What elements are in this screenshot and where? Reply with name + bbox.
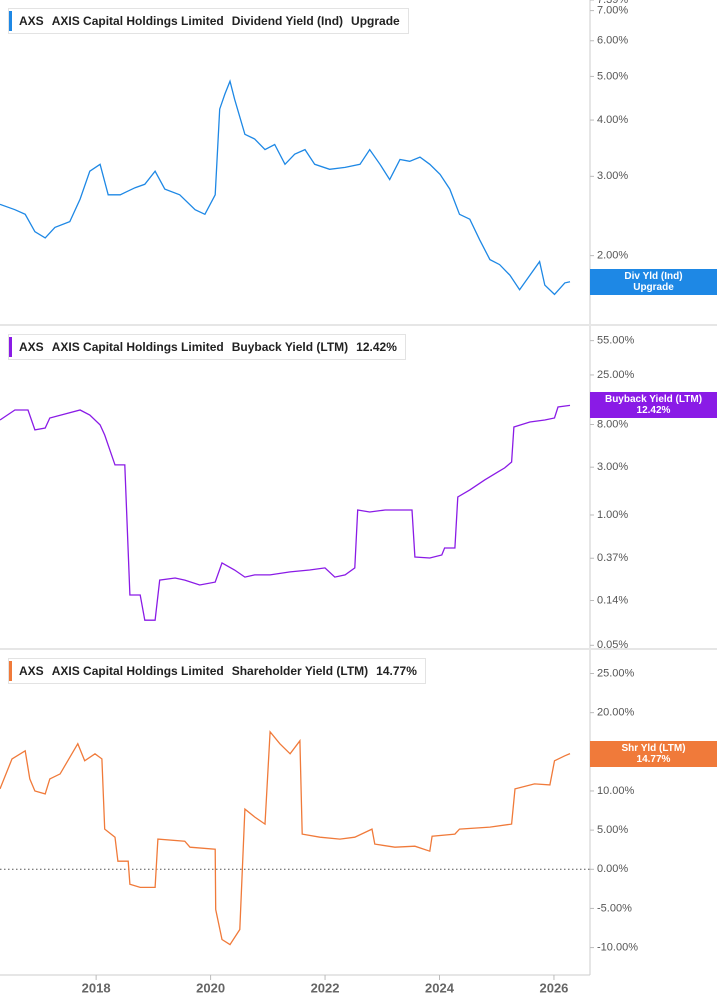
legend-ticker: AXS (19, 340, 44, 354)
legend-color (9, 11, 12, 31)
y-tick-label: 7.00% (597, 5, 628, 17)
badge-label: Buyback Yield (LTM) (604, 394, 703, 406)
y-tick-label: 10.00% (597, 785, 635, 797)
legend-status: Upgrade (351, 14, 400, 28)
y-tick-label: 0.00% (597, 863, 628, 875)
y-tick-label: 3.00% (597, 461, 628, 473)
series-line (0, 404, 571, 621)
legend: AXS AXIS Capital Holdings Limited Sharehol… (8, 658, 426, 684)
y-tick-label: 25.00% (597, 667, 635, 679)
legend-company: AXIS Capital Holdings Limited (51, 664, 224, 678)
legend-color (9, 337, 12, 357)
legend-ticker: AXS (19, 14, 44, 28)
x-tick-label: 2024 (425, 980, 455, 995)
y-tick-label: 0.37% (597, 552, 628, 564)
y-tick-label: -10.00% (597, 941, 638, 953)
legend-value: 12.42% (356, 340, 397, 354)
y-tick-label: -5.00% (597, 902, 632, 914)
y-tick-label: 0.14% (597, 594, 628, 606)
y-tick-label: 4.00% (597, 114, 628, 126)
y-tick-label: 7.39% (597, 0, 628, 6)
badge-value: Upgrade (633, 281, 674, 293)
y-tick-label: 5.00% (597, 824, 628, 836)
legend-measure: Dividend Yield (Ind) (231, 14, 344, 28)
y-tick-label: 55.00% (597, 335, 635, 347)
value-badge: Shr Yld (LTM) 14.77% (590, 740, 717, 767)
x-tick-label: 2026 (539, 980, 568, 995)
y-tick-label: 2.00% (597, 250, 628, 262)
badge-label: Div Yld (Ind) (624, 270, 683, 282)
y-tick-label: 1.00% (597, 509, 628, 521)
y-tick-label: 6.00% (597, 35, 628, 47)
legend-measure: Shareholder Yield (LTM) (231, 664, 369, 678)
legend: AXS AXIS Capital Holdings Limited Dividend… (8, 8, 409, 34)
y-tick-label: 3.00% (597, 170, 628, 182)
x-tick-label: 2022 (311, 980, 340, 995)
value-badge: Buyback Yield (LTM) 12.42% (590, 392, 717, 419)
badge-value: 12.42% (636, 405, 671, 417)
legend-color (9, 661, 12, 681)
legend-value: 14.77% (376, 664, 417, 678)
y-tick-label: 8.00% (597, 418, 628, 430)
series-line (0, 79, 571, 296)
badge-label: Shr Yld (LTM) (621, 742, 686, 754)
x-tick-label: 2020 (196, 980, 225, 995)
legend-ticker: AXS (19, 664, 44, 678)
legend-company: AXIS Capital Holdings Limited (51, 14, 224, 28)
legend: AXS AXIS Capital Holdings Limited Buyback … (8, 334, 406, 360)
y-tick-label: 20.00% (597, 707, 635, 719)
value-badge: Div Yld (Ind) Upgrade (590, 268, 717, 295)
y-tick-label: 5.00% (597, 70, 628, 82)
legend-measure: Buyback Yield (LTM) (231, 340, 349, 354)
series-line (0, 730, 571, 946)
y-tick-label: 0.05% (597, 639, 628, 651)
legend-company: AXIS Capital Holdings Limited (51, 340, 224, 354)
y-tick-label: 25.00% (597, 369, 635, 381)
x-tick-label: 2018 (82, 980, 111, 995)
badge-value: 14.77% (636, 753, 671, 765)
